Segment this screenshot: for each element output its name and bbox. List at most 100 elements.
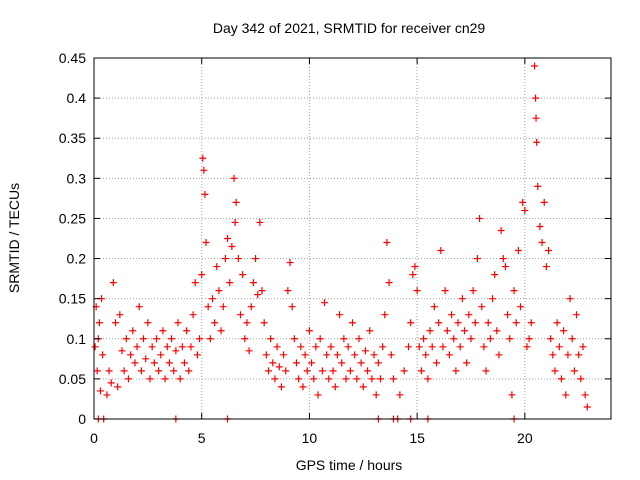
data-point (573, 311, 581, 319)
data-point (501, 263, 509, 271)
data-point (292, 359, 300, 367)
y-tick-label: 0.15 (59, 291, 86, 307)
data-point (215, 287, 223, 295)
data-point (231, 218, 239, 226)
data-point (142, 355, 150, 363)
data-point (435, 319, 443, 327)
data-point (564, 351, 572, 359)
data-point (232, 198, 240, 206)
x-tick-label: 5 (198, 430, 206, 446)
y-tick-label: 0.1 (67, 331, 87, 347)
x-axis: 0 5 10 15 20 (90, 58, 533, 446)
data-point (299, 383, 307, 391)
x-axis-label: GPS time / hours (296, 457, 403, 473)
data-point (107, 379, 115, 387)
y-tick-label: 0 (78, 411, 86, 427)
data-point (517, 303, 525, 311)
data-point (230, 174, 238, 182)
data-point (146, 375, 154, 383)
y-tick-label: 0.2 (67, 251, 87, 267)
data-point (482, 367, 490, 375)
y-axis-label: SRMTID / TECUs (6, 183, 22, 293)
data-point (424, 375, 432, 383)
data-point (486, 335, 494, 343)
data-point (430, 303, 438, 311)
data-point (441, 287, 449, 295)
data-point (245, 347, 253, 355)
data-point (555, 343, 563, 351)
data-point (439, 343, 447, 351)
data-point (415, 343, 423, 351)
data-point (258, 287, 266, 295)
data-point (534, 182, 542, 190)
data-point (413, 287, 421, 295)
data-point (379, 343, 387, 351)
data-point (140, 335, 148, 343)
data-point (465, 311, 473, 319)
data-point (264, 367, 272, 375)
chart-title: Day 342 of 2021, SRMTID for receiver cn2… (213, 20, 486, 36)
y-tick-label: 0.25 (59, 210, 86, 226)
data-point (420, 335, 428, 343)
data-point (109, 279, 117, 287)
data-point (476, 214, 484, 222)
data-point (155, 367, 163, 375)
data-point (448, 311, 456, 319)
data-point (170, 367, 178, 375)
data-point (405, 343, 413, 351)
data-point (189, 311, 197, 319)
data-point (514, 247, 522, 255)
data-point (96, 387, 104, 395)
data-point (150, 359, 158, 367)
data-point (342, 375, 350, 383)
data-point (129, 327, 137, 335)
y-tick-label: 0.4 (67, 90, 87, 106)
data-point (228, 243, 236, 251)
data-point (202, 239, 210, 247)
data-point (510, 287, 518, 295)
data-point (323, 351, 331, 359)
data-point (103, 391, 111, 399)
data-point (389, 375, 397, 383)
data-point (531, 62, 539, 70)
data-point (127, 351, 135, 359)
data-point (226, 279, 234, 287)
data-point (308, 359, 316, 367)
data-point (443, 327, 451, 335)
data-point (560, 327, 568, 335)
y-axis: 0 0.05 0.1 0.15 0.2 0.25 0.3 0.35 0.4 0.45 (59, 50, 611, 427)
data-point (506, 335, 514, 343)
data-point (310, 375, 318, 383)
data-point (417, 367, 425, 375)
data-point (374, 359, 382, 367)
data-point (219, 303, 227, 311)
data-point (112, 319, 120, 327)
data-point (512, 319, 520, 327)
y-tick-label: 0.3 (67, 170, 87, 186)
data-point (316, 335, 324, 343)
data-point (469, 287, 477, 295)
data-point (286, 259, 294, 267)
data-point (217, 327, 225, 335)
data-point (549, 351, 557, 359)
data-point (525, 335, 533, 343)
data-point (243, 319, 251, 327)
y-tick-label: 0.45 (59, 50, 86, 66)
data-point (206, 335, 214, 343)
y-tick-label: 0.35 (59, 130, 86, 146)
data-point (312, 343, 320, 351)
data-point (148, 343, 156, 351)
data-point (463, 359, 471, 367)
data-point (131, 359, 139, 367)
data-point (581, 391, 589, 399)
data-points (91, 62, 591, 423)
data-point (489, 295, 497, 303)
data-point (159, 327, 167, 335)
data-point (185, 367, 193, 375)
data-point (372, 391, 380, 399)
data-point (288, 303, 296, 311)
data-point (340, 335, 348, 343)
data-point (454, 319, 462, 327)
data-point (234, 255, 242, 263)
data-point (540, 198, 548, 206)
